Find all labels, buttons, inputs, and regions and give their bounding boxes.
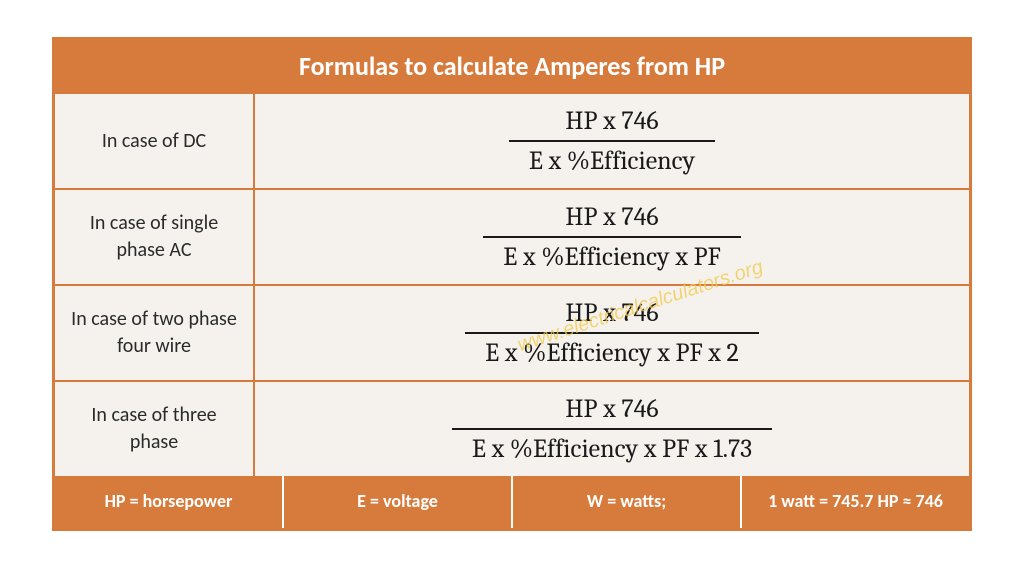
table-title: Formulas to calculate Amperes from HP bbox=[55, 40, 969, 94]
table-row: In case of two phase four wire HP x 746 … bbox=[55, 286, 969, 382]
row-label: In case of two phase four wire bbox=[55, 286, 255, 380]
formula-cell: HP x 746 E x %Efficiency x PF x 2 bbox=[255, 286, 969, 380]
formula-table: Formulas to calculate Amperes from HP In… bbox=[52, 37, 972, 530]
legend-row: HP = horsepower E = voltage W = watts; 1… bbox=[55, 476, 969, 527]
denominator: E x %Efficiency bbox=[509, 140, 715, 176]
table-row: In case of DC HP x 746 E x %Efficiency bbox=[55, 94, 969, 190]
fraction: HP x 746 E x %Efficiency x PF x 2 bbox=[465, 298, 759, 368]
formula-cell: HP x 746 E x %Efficiency x PF x 1.73 bbox=[255, 382, 969, 476]
numerator: HP x 746 bbox=[509, 106, 715, 140]
fraction: HP x 746 E x %Efficiency bbox=[509, 106, 715, 176]
numerator: HP x 746 bbox=[483, 202, 740, 236]
formula-cell: HP x 746 E x %Efficiency x PF bbox=[255, 190, 969, 284]
numerator: HP x 746 bbox=[452, 394, 772, 428]
table-row: In case of single phase AC HP x 746 E x … bbox=[55, 190, 969, 286]
table-row: In case of three phase HP x 746 E x %Eff… bbox=[55, 382, 969, 476]
row-label: In case of three phase bbox=[55, 382, 255, 476]
legend-cell: 1 watt = 745.7 HP ≈ 746 bbox=[742, 476, 969, 527]
formula-cell: HP x 746 E x %Efficiency bbox=[255, 94, 969, 188]
fraction: HP x 746 E x %Efficiency x PF bbox=[483, 202, 740, 272]
row-label: In case of single phase AC bbox=[55, 190, 255, 284]
denominator: E x %Efficiency x PF bbox=[483, 236, 740, 272]
legend-cell: W = watts; bbox=[513, 476, 742, 527]
numerator: HP x 746 bbox=[465, 298, 759, 332]
denominator: E x %Efficiency x PF x 1.73 bbox=[452, 428, 772, 464]
fraction: HP x 746 E x %Efficiency x PF x 1.73 bbox=[452, 394, 772, 464]
legend-cell: E = voltage bbox=[284, 476, 513, 527]
legend-cell: HP = horsepower bbox=[55, 476, 284, 527]
row-label: In case of DC bbox=[55, 94, 255, 188]
denominator: E x %Efficiency x PF x 2 bbox=[465, 332, 759, 368]
